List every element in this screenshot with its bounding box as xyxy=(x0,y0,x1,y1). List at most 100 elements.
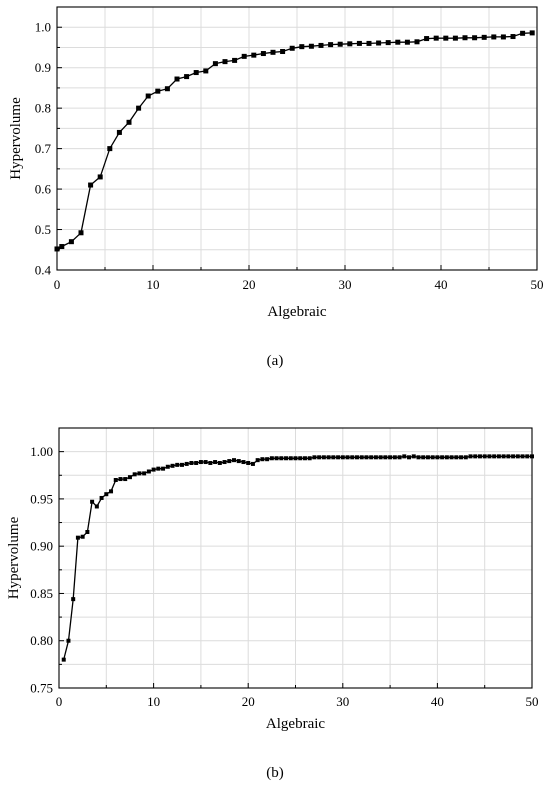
x-tick-label: 50 xyxy=(526,694,539,709)
data-point xyxy=(492,454,497,459)
data-point xyxy=(208,460,213,465)
x-tick-label: 50 xyxy=(531,277,544,292)
data-point xyxy=(184,74,190,80)
x-axis-label: Algebraic xyxy=(266,716,325,732)
data-point xyxy=(433,35,439,41)
data-point xyxy=(462,35,468,41)
x-tick-label: 10 xyxy=(147,277,160,292)
data-point xyxy=(452,35,458,41)
data-point xyxy=(75,535,80,540)
data-point xyxy=(388,455,393,460)
data-point xyxy=(212,61,218,67)
data-point xyxy=(308,43,314,49)
data-point xyxy=(68,239,74,245)
data-point xyxy=(270,49,276,55)
data-point xyxy=(443,35,449,41)
data-point xyxy=(246,460,251,465)
data-point xyxy=(179,462,184,467)
data-point xyxy=(161,466,166,471)
data-point xyxy=(241,460,246,465)
data-point xyxy=(123,477,128,482)
data-point xyxy=(347,41,353,47)
data-point xyxy=(232,57,238,63)
data-point xyxy=(107,146,113,152)
data-point xyxy=(510,34,516,40)
data-point xyxy=(136,105,142,111)
data-point xyxy=(137,471,142,476)
data-point xyxy=(472,35,478,41)
y-tick-label: 0.75 xyxy=(30,681,53,696)
x-tick-label: 10 xyxy=(147,694,160,709)
data-point xyxy=(250,461,255,466)
panel-a: 0 10 20 30 40 50 0.4 0.5 0.6 0.7 0.8 0.9 1.0 Algebrai… xyxy=(8,6,544,369)
data-point xyxy=(307,456,312,461)
data-point xyxy=(397,455,402,460)
x-axis-label: Algebraic xyxy=(267,304,326,320)
data-point xyxy=(80,534,85,539)
data-point xyxy=(511,454,516,459)
data-point xyxy=(491,34,497,40)
x-tick-label: 30 xyxy=(336,694,349,709)
data-point xyxy=(435,455,440,460)
gridlines xyxy=(57,7,537,270)
data-point xyxy=(260,457,265,462)
data-point xyxy=(340,455,345,460)
data-point xyxy=(170,463,175,468)
data-point xyxy=(113,478,118,482)
data-point xyxy=(142,471,147,476)
data-point xyxy=(378,455,383,460)
y-tick-label: 1.00 xyxy=(30,444,53,459)
data-point xyxy=(404,39,410,45)
y-tick-label: 0.4 xyxy=(35,263,52,278)
data-point xyxy=(227,459,232,464)
data-point xyxy=(203,68,209,74)
data-point xyxy=(61,657,66,662)
y-tick-label: 0.8 xyxy=(35,101,51,116)
data-point xyxy=(520,30,526,36)
data-point xyxy=(127,475,132,480)
data-point xyxy=(530,454,534,459)
data-point xyxy=(416,455,421,460)
data-point xyxy=(337,41,343,47)
data-point xyxy=(189,460,194,465)
data-point xyxy=(317,455,322,460)
x-tick-label: 20 xyxy=(242,694,255,709)
data-point xyxy=(424,36,430,42)
data-point xyxy=(284,456,289,461)
data-point xyxy=(54,246,60,252)
data-point xyxy=(345,455,350,460)
x-tick-label: 40 xyxy=(431,694,444,709)
x-tick-label: 30 xyxy=(339,277,352,292)
x-tick-label: 20 xyxy=(243,277,256,292)
data-point xyxy=(515,454,520,459)
data-point xyxy=(132,472,137,477)
data-point xyxy=(302,456,307,461)
data-point xyxy=(473,454,478,459)
data-point xyxy=(376,40,382,46)
data-point xyxy=(421,455,426,460)
series-line xyxy=(56,32,533,250)
data-point xyxy=(366,40,372,46)
data-point xyxy=(331,455,336,460)
data-point xyxy=(265,457,270,462)
data-point xyxy=(274,456,279,461)
data-point xyxy=(321,455,326,460)
panel-b: 0 10 20 30 40 50 0.75 0.80 0.85 0.90 0.95 1.00 Algeb… xyxy=(6,427,539,781)
y-tick-label: 0.9 xyxy=(35,60,51,75)
data-point xyxy=(293,456,298,461)
data-point xyxy=(326,455,331,460)
data-point xyxy=(350,455,355,460)
y-tick-label: 0.90 xyxy=(30,539,53,554)
data-point xyxy=(236,459,241,464)
data-point xyxy=(392,455,397,460)
data-point xyxy=(255,458,260,463)
data-point xyxy=(487,454,492,459)
data-point xyxy=(354,455,359,460)
data-point xyxy=(328,42,334,48)
data-point xyxy=(440,455,445,460)
y-tick-label: 0.80 xyxy=(30,633,53,648)
data-point xyxy=(496,454,501,459)
data-point xyxy=(126,119,132,125)
data-point xyxy=(501,454,506,459)
data-point xyxy=(260,51,266,57)
